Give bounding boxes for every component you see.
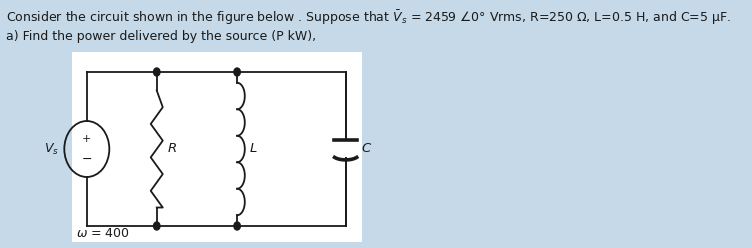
Text: +: + [82,134,92,144]
Text: $V_s$: $V_s$ [44,141,59,156]
Circle shape [234,68,241,76]
Circle shape [234,222,241,230]
Text: R: R [168,143,177,155]
FancyBboxPatch shape [72,52,362,242]
Text: L: L [250,143,257,155]
Text: −: − [81,153,92,165]
Text: a) Find the power delivered by the source (P kW),: a) Find the power delivered by the sourc… [5,30,316,43]
Circle shape [153,68,160,76]
Text: $\omega$ = 400: $\omega$ = 400 [75,227,129,240]
Text: C: C [362,143,371,155]
Text: Consider the circuit shown in the figure below . Suppose that $\bar{V}_s$ = 2459: Consider the circuit shown in the figure… [5,8,730,27]
Circle shape [153,222,160,230]
